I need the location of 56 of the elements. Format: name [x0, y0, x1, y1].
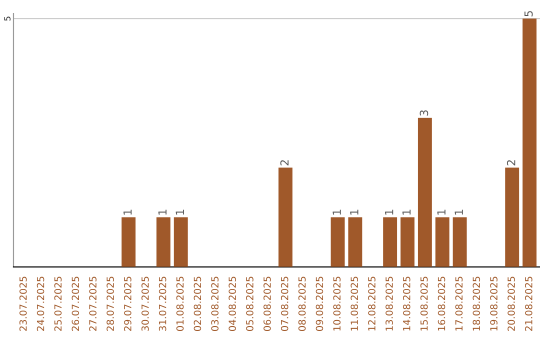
x-tick-label: 15.08.2025	[420, 276, 428, 331]
x-tick-label: 28.07.2025	[106, 276, 114, 331]
x-tick-label: 31.07.2025	[158, 276, 166, 331]
bar	[418, 118, 432, 267]
x-tick-label: 25.07.2025	[54, 276, 62, 331]
x-tick-label: 26.07.2025	[72, 276, 80, 331]
bar	[156, 217, 170, 267]
x-tick-label: 08.08.2025	[298, 276, 306, 331]
x-tick-label: 12.08.2025	[368, 276, 376, 331]
data-label: 3	[420, 110, 428, 116]
x-tick-label: 24.07.2025	[36, 276, 44, 331]
bar	[522, 18, 537, 267]
x-tick-label: 29.07.2025	[124, 276, 132, 331]
bar	[435, 217, 450, 267]
data-label: 5	[524, 11, 533, 16]
x-tick-label: 06.08.2025	[264, 276, 271, 331]
x-tick-label: 30.07.2025	[141, 276, 149, 331]
x-tick-label: 14.08.2025	[402, 276, 410, 331]
x-tick-label: 27.07.2025	[89, 276, 97, 331]
data-label: 1	[176, 210, 184, 215]
data-label: 1	[158, 210, 166, 215]
data-label: 2	[506, 160, 516, 166]
x-tick-label: 10.08.2025	[333, 276, 341, 331]
bar	[122, 217, 136, 267]
data-label: 1	[332, 210, 341, 215]
bar	[330, 217, 345, 267]
x-tick-label: 01.08.2025	[176, 276, 184, 331]
data-label: 1	[454, 210, 463, 215]
data-label: 1	[385, 210, 394, 215]
x-tick-label: 11.08.2025	[350, 276, 358, 331]
x-tick-label: 07.08.2025	[280, 276, 288, 331]
x-tick-label: 18.08.2025	[472, 276, 480, 331]
x-tick-label: 16.08.2025	[438, 276, 446, 331]
x-tick-label: 17.08.2025	[455, 276, 463, 331]
data-label: 2	[280, 160, 289, 166]
x-tick-label: 05.08.2025	[246, 276, 254, 331]
x-tick-label: 20.08.2025	[508, 276, 515, 331]
bar	[174, 217, 188, 267]
x-tick-label: 13.08.2025	[386, 276, 393, 331]
data-label: 1	[350, 210, 358, 215]
bar	[452, 217, 467, 267]
x-tick-label: 02.08.2025	[194, 276, 202, 331]
x-tick-label: 23.07.2025	[19, 276, 27, 331]
bar	[348, 217, 362, 267]
x-tick-label: 19.08.2025	[490, 276, 498, 331]
data-label: 1	[437, 210, 446, 215]
bar	[505, 168, 520, 267]
bar	[383, 217, 398, 267]
bar	[278, 168, 292, 267]
bar	[400, 217, 414, 267]
data-label: 1	[402, 210, 411, 215]
x-tick-label: 09.08.2025	[316, 276, 324, 331]
x-tick-label: 03.08.2025	[211, 276, 219, 331]
x-tick-label: 21.08.2025	[525, 276, 532, 331]
data-label: 1	[124, 210, 132, 215]
x-tick-label: 04.08.2025	[228, 276, 236, 331]
